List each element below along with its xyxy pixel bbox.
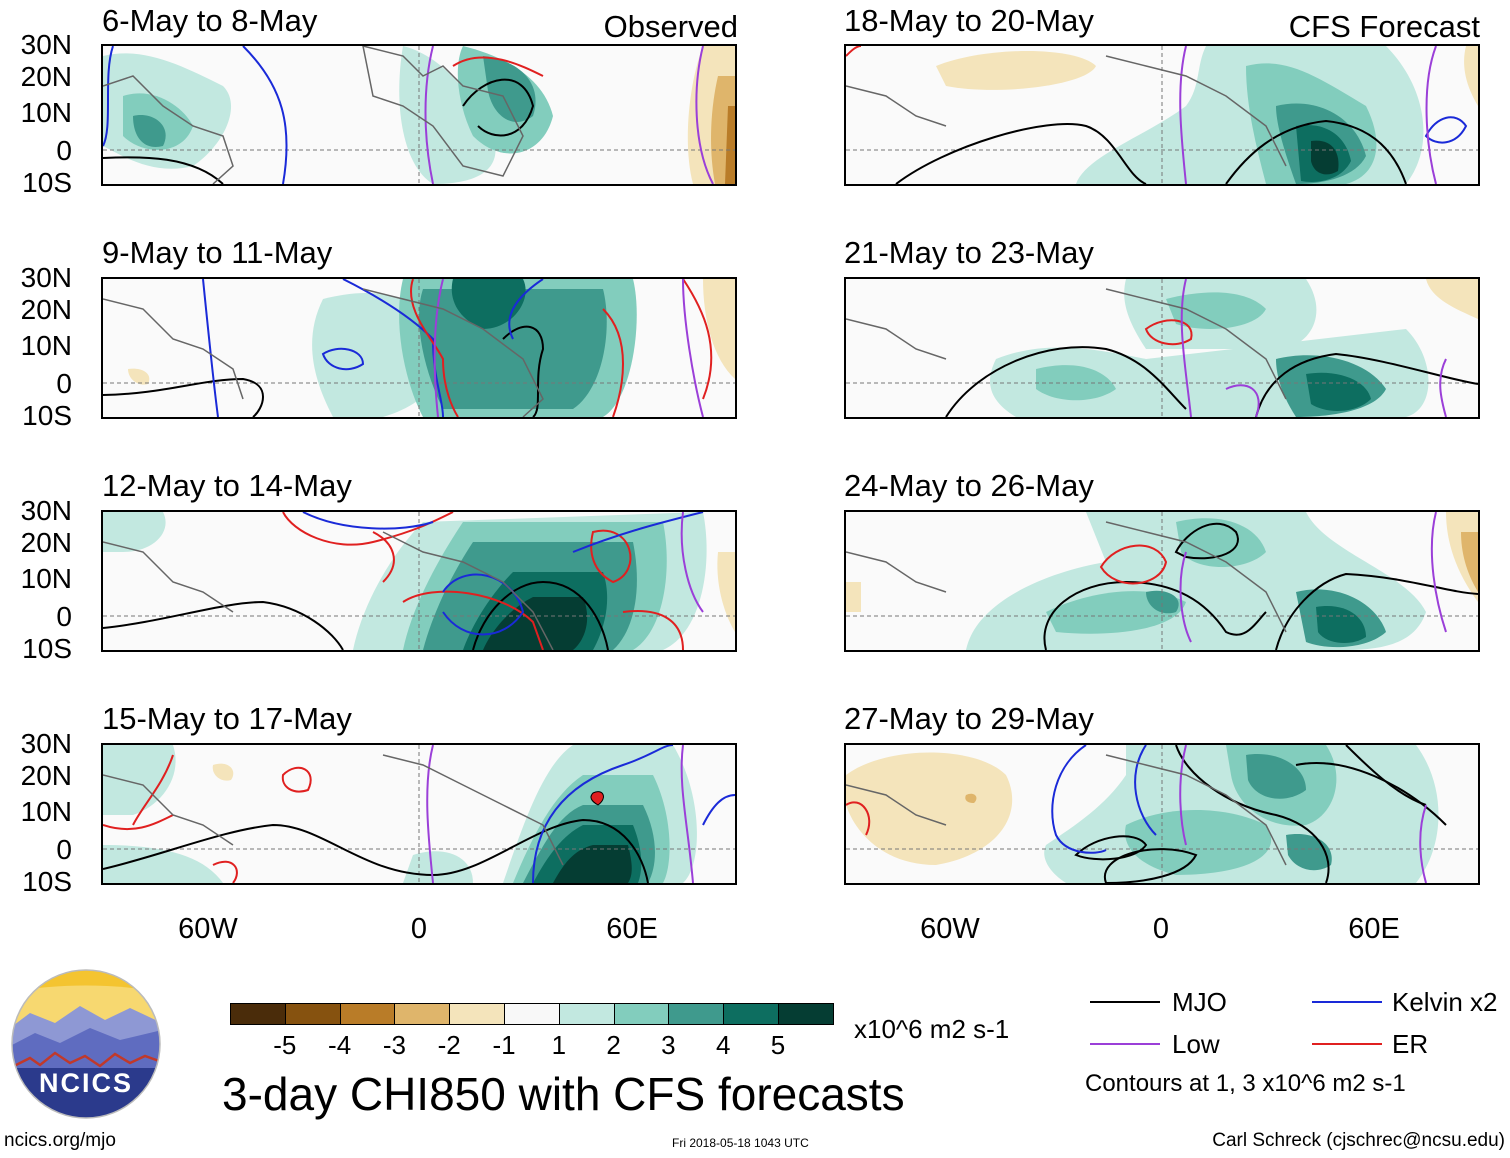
logo-text: NCICS xyxy=(38,1068,133,1098)
lat-label: 0 xyxy=(56,135,72,166)
lat-label: 10S xyxy=(22,633,72,664)
lat-label: 10N xyxy=(20,97,72,128)
lat-label: 30N xyxy=(20,29,72,60)
colorbar-label: -4 xyxy=(328,1030,352,1060)
chi850-map-4 xyxy=(103,745,735,883)
mountain-logo-icon xyxy=(11,969,161,1119)
panel-title-3: 12-May to 14-May xyxy=(102,468,352,503)
colorbar-label: -3 xyxy=(382,1030,406,1060)
panel-title-1: 6-May to 8-May xyxy=(102,3,318,38)
credit: Carl Schreck (cjschrec@ncsu.edu) xyxy=(1212,1130,1505,1151)
lat-label: 10N xyxy=(20,563,72,594)
colorbar-swatch xyxy=(504,1003,560,1025)
colorbar-label: -2 xyxy=(437,1030,461,1060)
legend-er-line xyxy=(1312,1043,1382,1045)
colorbar-swatch xyxy=(230,1003,286,1025)
observed-tag: Observed xyxy=(603,9,738,44)
legend-low-line xyxy=(1090,1043,1160,1045)
lat-label: 0 xyxy=(56,368,72,399)
lat-label: 30N xyxy=(20,728,72,759)
lat-label: 20N xyxy=(20,61,72,92)
chi850-map-5 xyxy=(846,46,1478,184)
legend-er-label: ER xyxy=(1392,1029,1429,1059)
ncics-logo: NCICS xyxy=(10,968,162,1120)
map-panel-1 xyxy=(101,44,737,186)
chi850-map-3 xyxy=(103,512,735,650)
map-panel-2 xyxy=(101,277,737,419)
lat-label: 20N xyxy=(20,760,72,791)
panel-title-5: 18-May to 20-May xyxy=(844,3,1094,38)
lat-label: 30N xyxy=(20,495,72,526)
lon-label-60e-right: 60E xyxy=(1348,913,1400,945)
colorbar-label: 5 xyxy=(770,1030,786,1060)
panel-title-4: 15-May to 17-May xyxy=(102,701,352,736)
chi850-map-1 xyxy=(103,46,735,184)
panel-title-2: 9-May to 11-May xyxy=(102,235,333,270)
colorbar-label: -5 xyxy=(273,1030,297,1060)
lon-label-0-right: 0 xyxy=(1152,913,1170,945)
map-panel-6 xyxy=(844,277,1480,419)
map-panel-5 xyxy=(844,44,1480,186)
colorbar-label: -1 xyxy=(492,1030,516,1060)
legend-kelvin-label: Kelvin x2 xyxy=(1392,987,1498,1017)
map-panel-3 xyxy=(101,510,737,652)
lat-label: 30N xyxy=(20,262,72,293)
main-title: 3-day CHI850 with CFS forecasts xyxy=(222,1068,905,1120)
colorbar-label: 2 xyxy=(606,1030,621,1060)
chi850-map-6 xyxy=(846,279,1478,417)
lat-label: 20N xyxy=(20,527,72,558)
panel-title-7: 24-May to 26-May xyxy=(844,468,1094,503)
colorbar-swatch xyxy=(339,1003,396,1025)
colorbar-swatch xyxy=(284,1003,341,1025)
colorbar-swatch xyxy=(394,1003,451,1025)
lon-label-0-left: 0 xyxy=(410,913,428,945)
contours-note: Contours at 1, 3 x10^6 m2 s-1 xyxy=(1085,1070,1406,1097)
panel-title-8: 27-May to 29-May xyxy=(844,701,1094,736)
colorbar-label: 3 xyxy=(661,1030,676,1060)
colorbar-swatch xyxy=(668,1003,725,1025)
colorbar-swatch xyxy=(778,1003,834,1025)
colorbar-swatch xyxy=(723,1003,779,1025)
lon-label-60w-right: 60W xyxy=(920,913,980,945)
colorbar-label: 1 xyxy=(551,1030,567,1060)
lat-label: 0 xyxy=(56,834,72,865)
lon-label-60e-left: 60E xyxy=(606,913,658,945)
colorbar-units: x10^6 m2 s-1 xyxy=(854,1014,1010,1044)
lat-label: 10N xyxy=(20,796,72,827)
chi850-map-2 xyxy=(103,279,735,417)
map-panel-7 xyxy=(844,510,1480,652)
colorbar-swatch xyxy=(449,1003,505,1025)
lat-label: 10S xyxy=(22,400,72,431)
map-panel-8 xyxy=(844,743,1480,885)
forecast-tag: CFS Forecast xyxy=(1288,9,1480,44)
lat-label: 10S xyxy=(22,866,72,897)
colorbar-swatch xyxy=(613,1003,670,1025)
chi850-map-8 xyxy=(846,745,1478,883)
lat-label: 10S xyxy=(22,167,72,198)
legend-mjo-label: MJO xyxy=(1172,987,1227,1017)
lat-label: 0 xyxy=(56,601,72,632)
legend-mjo-line xyxy=(1090,1001,1160,1003)
chi850-map-7 xyxy=(846,512,1478,650)
legend-low-label: Low xyxy=(1172,1029,1220,1059)
map-panel-4 xyxy=(101,743,737,885)
colorbar-swatch xyxy=(558,1003,615,1025)
lon-label-60w-left: 60W xyxy=(178,913,238,945)
panel-title-6: 21-May to 23-May xyxy=(844,235,1094,270)
lat-label: 10N xyxy=(20,330,72,361)
timestamp: Fri 2018-05-18 1043 UTC xyxy=(672,1136,809,1150)
colorbar-label: 4 xyxy=(715,1030,731,1060)
site-link[interactable]: ncics.org/mjo xyxy=(4,1130,116,1151)
legend-kelvin-line xyxy=(1312,1001,1382,1003)
lat-label: 20N xyxy=(20,294,72,325)
